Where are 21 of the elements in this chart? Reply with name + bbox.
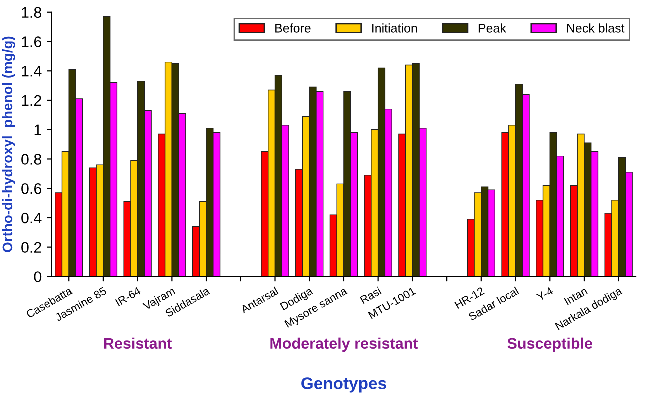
x-tick-label: Intan bbox=[564, 287, 588, 306]
y-tick-label: 1 bbox=[34, 124, 42, 136]
y-axis-title: Ortho-di-hydroxyl phenol (mg/g) bbox=[2, 36, 16, 252]
y-tick-label: 0.6 bbox=[22, 183, 42, 194]
y-tick-label: 1.8 bbox=[22, 7, 42, 18]
text: Moderately resistant bbox=[270, 338, 418, 352]
legend-label: Before bbox=[276, 24, 311, 33]
legend-label: Peak bbox=[478, 24, 506, 33]
text: Susceptible bbox=[508, 338, 592, 352]
y-tick-label: 0 bbox=[34, 272, 42, 282]
y-tick-label: 1.6 bbox=[22, 36, 42, 48]
y-tick-label: 1.2 bbox=[22, 95, 42, 106]
text: Resistant bbox=[104, 338, 172, 350]
x-axis-title: Genotypes bbox=[302, 378, 386, 393]
x-tick-label: Y-4 bbox=[536, 286, 554, 302]
legend-label: Initiation bbox=[372, 24, 418, 33]
y-tick-label: 0.4 bbox=[22, 212, 42, 224]
y-tick-label: 1.4 bbox=[22, 66, 42, 77]
y-tick-label: 0.2 bbox=[22, 242, 42, 254]
y-tick-label: 0.8 bbox=[22, 154, 42, 165]
legend-label: Neck blast bbox=[567, 24, 625, 33]
